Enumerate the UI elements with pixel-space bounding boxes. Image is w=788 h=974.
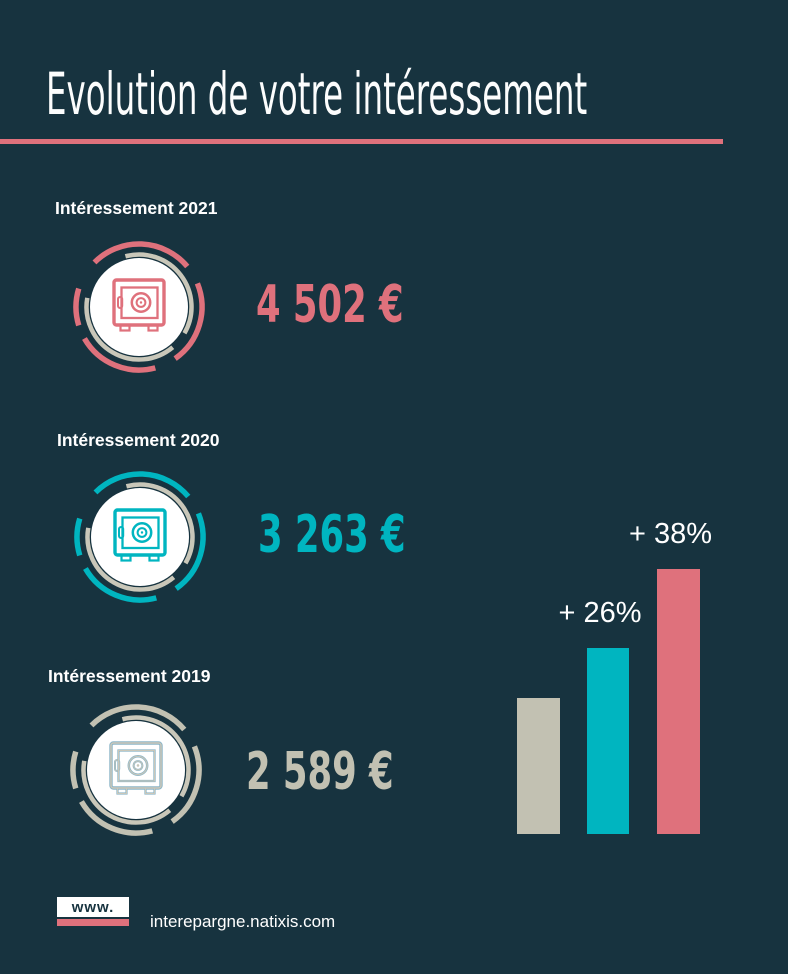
safe-in-circle-icon (69, 237, 209, 377)
safe-in-circle-icon (66, 700, 206, 840)
growth-label-2020: + 26% (558, 597, 642, 629)
safe-in-circle-icon (70, 467, 210, 607)
bar-2019 (517, 698, 560, 834)
bar-2020 (587, 648, 629, 834)
entry-label-2020: Intéressement 2020 (57, 430, 220, 450)
entry-label-2019: Intéressement 2019 (48, 666, 211, 686)
growth-label-2021: + 38% (628, 518, 713, 550)
bar-2021 (657, 569, 700, 834)
amount-2021: 4 502 € (256, 275, 404, 335)
www-badge-label: www. (71, 898, 115, 916)
title-underline-rule (0, 139, 723, 144)
page-title: Evolution de votre intéressement (46, 60, 588, 128)
website-url[interactable]: interepargne.natixis.com (150, 912, 336, 931)
www-badge: www. (57, 897, 129, 917)
amount-2020: 3 263 € (258, 505, 406, 565)
www-badge-underline (57, 919, 129, 926)
amount-2019: 2 589 € (246, 742, 394, 802)
entry-label-2021: Intéressement 2021 (55, 198, 218, 218)
